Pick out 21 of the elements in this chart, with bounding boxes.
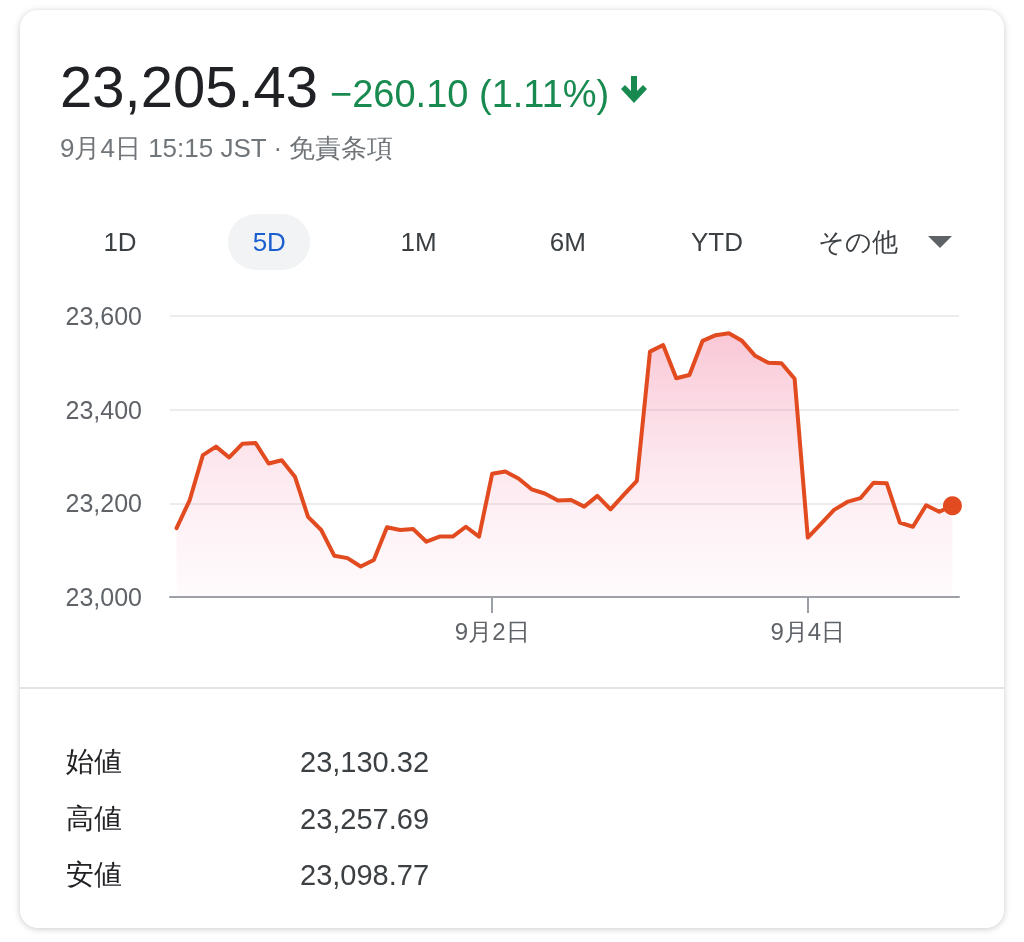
text: その他	[818, 227, 898, 257]
text: 23,257.69	[300, 801, 430, 837]
text: 1M	[400, 227, 437, 257]
text: 6M	[549, 227, 586, 257]
y-tick-label: 23,400	[65, 395, 142, 424]
text: 1D	[103, 227, 137, 257]
y-tick-label: 23,600	[65, 302, 142, 330]
text: 23,098.77	[300, 858, 430, 893]
text: 始値	[66, 745, 122, 779]
text: 23,130.32	[300, 745, 430, 780]
y-tick-label: 23,000	[65, 583, 142, 611]
x-tick-label: 9月2日	[454, 617, 530, 645]
text: 安値	[66, 858, 122, 892]
text: 高値	[66, 801, 122, 836]
text: 5D	[252, 227, 286, 257]
chart-title: 23,205.43	[60, 54, 319, 119]
text: YTD	[691, 227, 743, 257]
chart-subtitle: −260.10 (1.11%)	[330, 72, 610, 117]
y-tick-label: 23,200	[65, 489, 142, 518]
x-tick-label: 9月4日	[770, 617, 846, 645]
text: 9月4日 15:15 JST · 免責条項	[60, 133, 394, 163]
